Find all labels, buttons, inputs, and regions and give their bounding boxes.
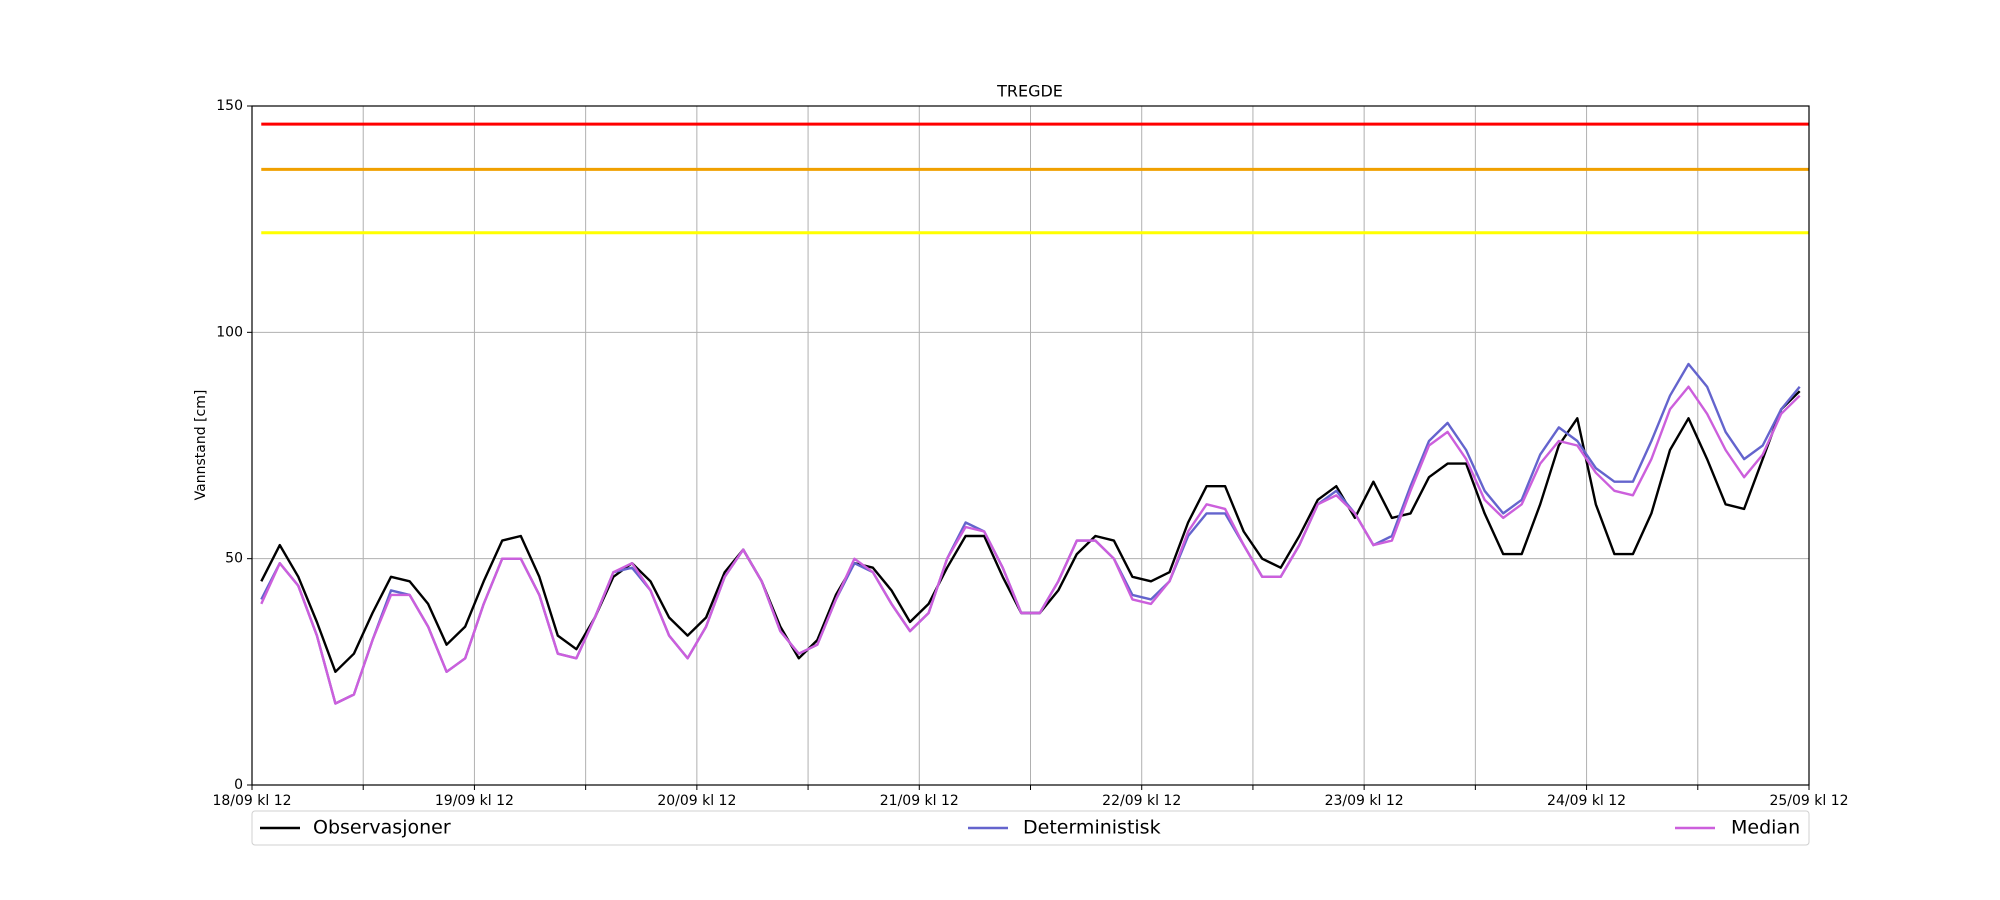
x-tick-label: 21/09 kl 12 <box>880 793 959 809</box>
y-axis-label: Vannstand [cm] <box>193 390 209 501</box>
series-line <box>260 385 1801 705</box>
x-tick-label: 20/09 kl 12 <box>657 793 736 809</box>
legend-label: Median <box>1731 817 1800 839</box>
y-tick-label: 100 <box>216 324 243 340</box>
x-tick-label: 22/09 kl 12 <box>1102 793 1181 809</box>
y-tick-label: 0 <box>234 777 243 793</box>
legend-box <box>251 810 1810 846</box>
legend-label: Deterministisk <box>1023 817 1161 839</box>
chart-title: TREGDE <box>996 82 1063 101</box>
x-tick-label: 24/09 kl 12 <box>1547 793 1626 809</box>
x-tick-label: 25/09 kl 12 <box>1769 793 1848 809</box>
plot-frame <box>251 105 1810 786</box>
legend-label: Observasjoner <box>313 817 451 839</box>
x-tick-label: 18/09 kl 12 <box>212 793 291 809</box>
x-tick-label: 19/09 kl 12 <box>435 793 514 809</box>
x-tick-label: 23/09 kl 12 <box>1325 793 1404 809</box>
y-tick-label: 50 <box>225 551 243 567</box>
y-tick-label: 150 <box>216 98 243 114</box>
